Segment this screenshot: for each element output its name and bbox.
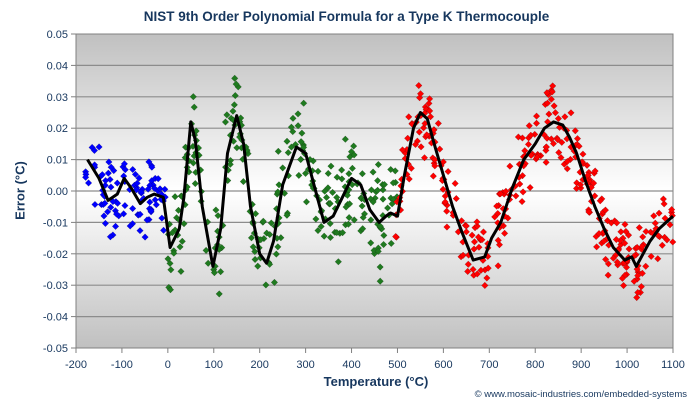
- y-tick-label: 0.02: [47, 123, 68, 135]
- y-tick-label: 0.01: [47, 155, 68, 167]
- x-axis-label: Temperature (°C): [323, 374, 429, 389]
- x-tick-label: 400: [342, 359, 360, 371]
- x-tick-label: 700: [480, 359, 498, 371]
- x-tick-label: 200: [251, 359, 269, 371]
- x-tick-label: 600: [434, 359, 452, 371]
- x-tick-label: -200: [65, 359, 87, 371]
- x-tick-label: 800: [526, 359, 544, 371]
- x-tick-label: 1100: [661, 359, 685, 371]
- y-tick-label: -0.05: [43, 343, 68, 355]
- y-tick-label: -0.02: [43, 249, 68, 261]
- y-tick-label: 0.03: [47, 92, 68, 104]
- fit-curve: [86, 111, 675, 268]
- y-tick-label: 0.00: [47, 186, 68, 198]
- x-tick-label: 0: [165, 359, 171, 371]
- y-tick-label: 0.04: [47, 60, 68, 72]
- chart-title: NIST 9th Order Polynomial Formula for a …: [143, 9, 550, 24]
- x-tick-label: 300: [296, 359, 314, 371]
- x-tick-label: 100: [205, 359, 223, 371]
- x-tick-label: 1000: [615, 359, 639, 371]
- y-tick-label: -0.01: [43, 217, 68, 229]
- y-tick-label: -0.03: [43, 280, 68, 292]
- y-tick-label: 0.05: [47, 29, 68, 41]
- x-tick-label: 500: [388, 359, 406, 371]
- credit-text: © www.mosaic-industries.com/embedded-sys…: [474, 389, 687, 400]
- y-tick-label: -0.04: [43, 312, 68, 324]
- axes: 0.05 0.04 0.03 0.02 0.01 0.00 -0.01 -0.02 -0.03 -…: [43, 29, 685, 371]
- x-tick-label: 900: [572, 359, 590, 371]
- scatter-points: [82, 74, 677, 302]
- x-tick-label: -100: [111, 359, 133, 371]
